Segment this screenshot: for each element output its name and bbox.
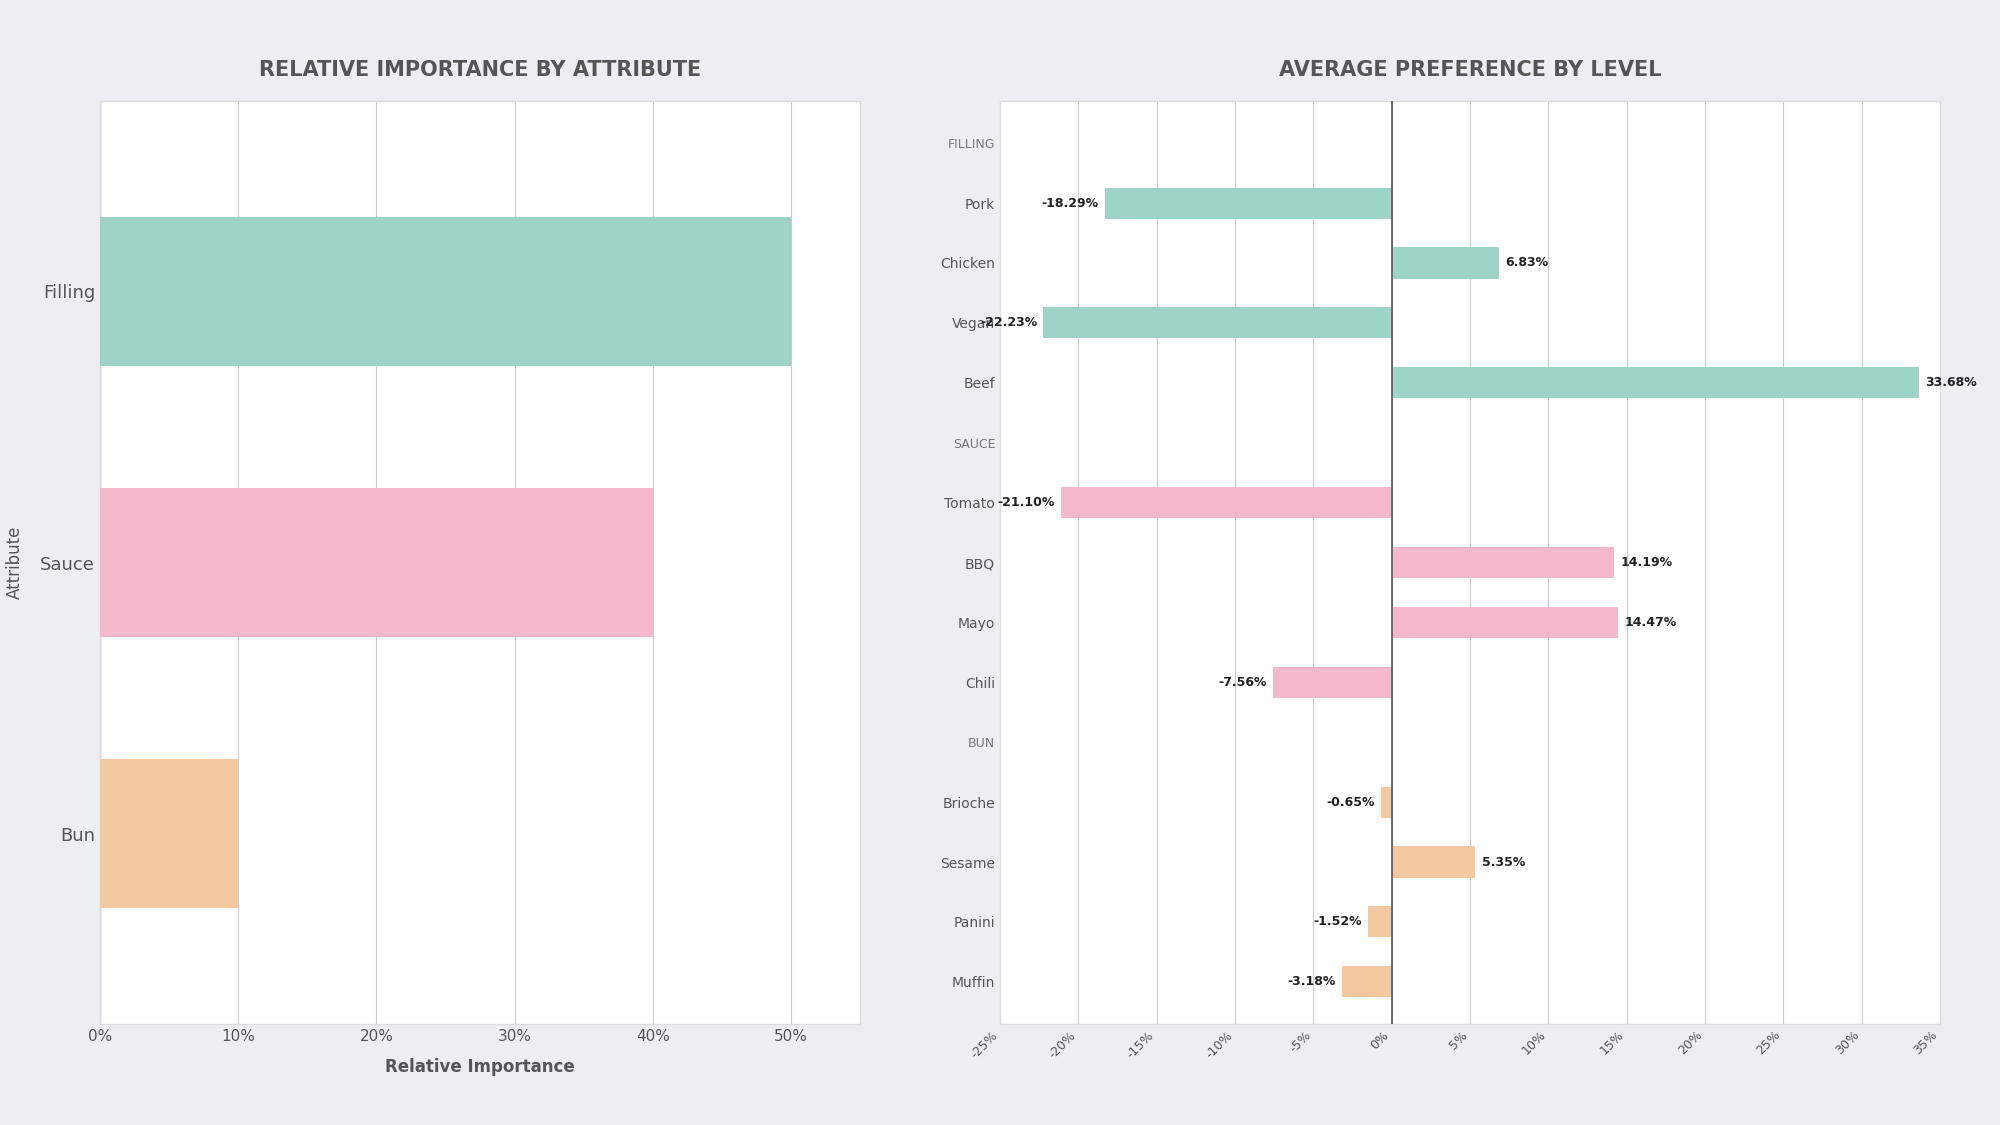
- Text: -3.18%: -3.18%: [1288, 975, 1336, 989]
- Text: 6.83%: 6.83%: [1504, 256, 1548, 270]
- Bar: [1382, 786, 1392, 818]
- Bar: [1044, 307, 1392, 339]
- Bar: [1106, 188, 1392, 218]
- Text: 5.35%: 5.35%: [1482, 855, 1526, 868]
- Text: 14.47%: 14.47%: [1624, 615, 1676, 629]
- Bar: [1274, 667, 1392, 698]
- Bar: [100, 488, 652, 637]
- Bar: [100, 759, 238, 909]
- Bar: [1342, 966, 1392, 998]
- Bar: [1368, 907, 1392, 937]
- Text: -1.52%: -1.52%: [1312, 916, 1362, 928]
- X-axis label: Relative Importance: Relative Importance: [386, 1058, 574, 1076]
- Bar: [1392, 367, 1920, 398]
- Text: 14.19%: 14.19%: [1620, 556, 1672, 569]
- Bar: [1392, 846, 1476, 878]
- Y-axis label: Attribute: Attribute: [6, 525, 24, 600]
- Title: RELATIVE IMPORTANCE BY ATTRIBUTE: RELATIVE IMPORTANCE BY ATTRIBUTE: [258, 61, 702, 80]
- Text: -18.29%: -18.29%: [1042, 197, 1098, 209]
- Bar: [1392, 248, 1498, 279]
- Text: -7.56%: -7.56%: [1218, 676, 1266, 688]
- Bar: [1392, 606, 1618, 638]
- Bar: [1062, 487, 1392, 519]
- Text: -0.65%: -0.65%: [1326, 795, 1376, 809]
- Text: 33.68%: 33.68%: [1926, 376, 1978, 389]
- Text: -22.23%: -22.23%: [980, 316, 1038, 330]
- Title: AVERAGE PREFERENCE BY LEVEL: AVERAGE PREFERENCE BY LEVEL: [1278, 61, 1662, 80]
- Text: -21.10%: -21.10%: [998, 496, 1054, 510]
- Bar: [100, 217, 790, 366]
- Bar: [1392, 547, 1614, 578]
